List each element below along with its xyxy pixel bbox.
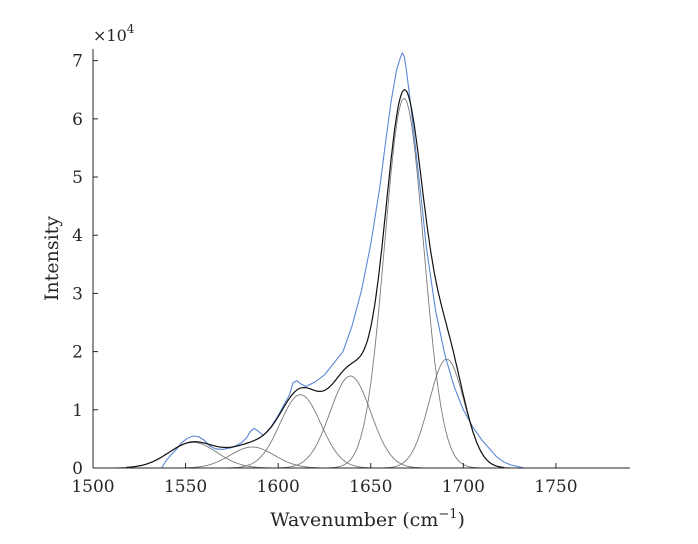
x-tick-label: 1600	[257, 477, 300, 497]
y-axis-ticks: 0 1 2 3 4 5 6 7	[72, 52, 98, 479]
y-tick-label: 0	[72, 459, 83, 479]
y-tick-label: 4	[72, 226, 83, 246]
x-axis-label-exponent: −1	[438, 507, 457, 522]
x-tick-label: 1700	[442, 477, 485, 497]
series-total-fit	[126, 89, 505, 469]
y-tick-label: 3	[72, 284, 83, 304]
y-tick-label: 6	[72, 110, 83, 130]
plot-area	[96, 51, 525, 469]
series-measured-spectrum	[161, 51, 525, 469]
y-multiplier-exponent: 4	[127, 22, 135, 36]
x-tick-label: 1500	[71, 477, 114, 497]
x-tick-label: 1550	[164, 477, 207, 497]
x-axis-label: Wavenumber (cm−1)	[270, 507, 465, 531]
series-fit-component-3	[218, 394, 382, 469]
y-tick-label: 7	[72, 52, 83, 72]
series-fit-component-2	[163, 446, 342, 469]
y-axis-label: Intensity	[41, 216, 63, 301]
x-axis-label-close: )	[458, 509, 465, 531]
series-fit-component-4	[268, 375, 432, 469]
y-tick-label: 2	[72, 343, 83, 363]
series-fit-component-5	[326, 98, 482, 469]
x-tick-label: 1650	[349, 477, 392, 497]
y-axis-multiplier: ×104	[93, 22, 135, 45]
y-multiplier-base: ×10	[93, 26, 127, 45]
x-axis-ticks: 1500 1550 1600 1650 1700 1750	[71, 463, 578, 497]
x-axis-label-text: Wavenumber (cm	[270, 509, 438, 531]
x-tick-label: 1750	[534, 477, 577, 497]
y-tick-label: 5	[72, 168, 83, 188]
y-tick-label: 1	[72, 401, 83, 421]
